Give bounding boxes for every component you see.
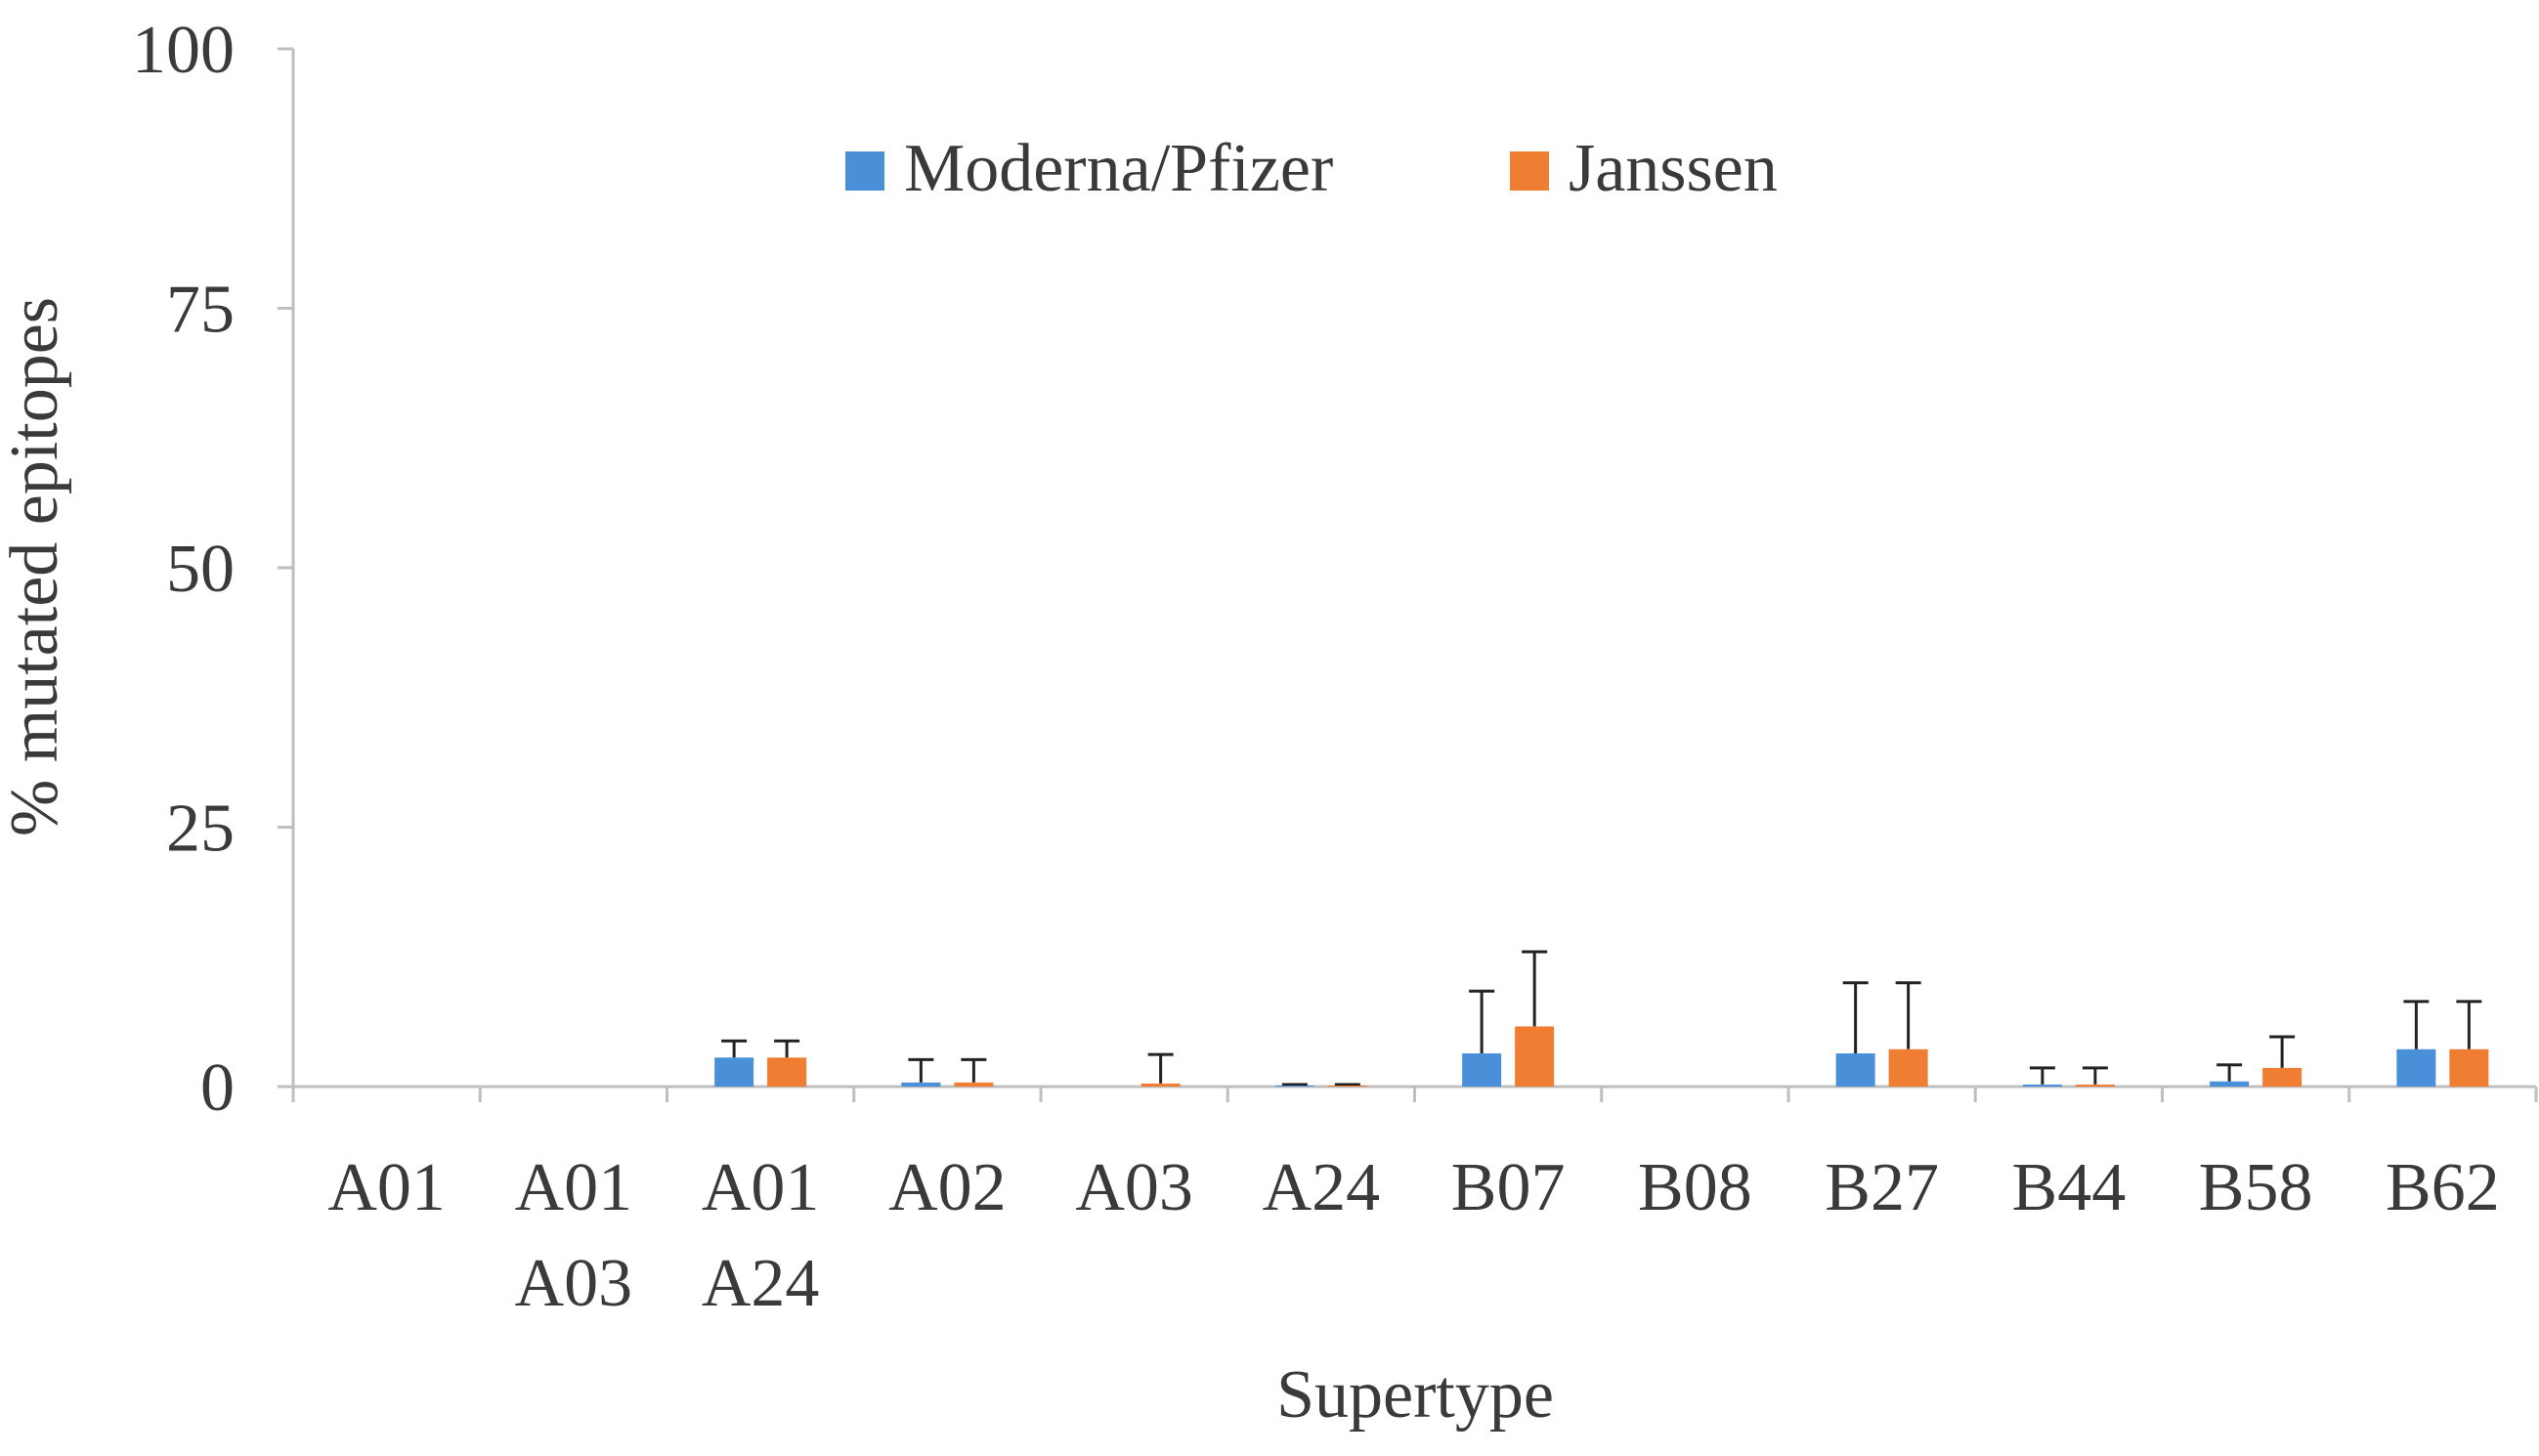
bar: [1327, 1085, 1367, 1087]
y-tick-label: 50: [166, 532, 235, 607]
legend: Moderna/Pfizer Janssen: [845, 131, 1778, 206]
y-tick-label: 0: [200, 1050, 235, 1126]
x-tick-label: A03: [515, 1246, 633, 1321]
x-tick-label: B62: [2386, 1150, 2500, 1225]
bar: [1274, 1085, 1314, 1087]
x-tick-label: A24: [1263, 1150, 1381, 1225]
bar: [1462, 1053, 1502, 1087]
x-tick-labels: A01 A01 A03 A01 A24 A02 A03 A24 B07 B08 B27 B44 B58 B…: [327, 1150, 2499, 1321]
bar: [2262, 1067, 2302, 1087]
x-axis-title: Supertype: [1276, 1357, 1554, 1433]
x-tick-label: B58: [2199, 1150, 2313, 1225]
bar: [1888, 1049, 1928, 1087]
y-axis-title: % mutated epitopes: [0, 297, 72, 836]
x-tick-label: B27: [1825, 1150, 1939, 1225]
x-tick-label: B07: [1451, 1150, 1566, 1225]
legend-label-janssen: Janssen: [1569, 131, 1778, 206]
x-tick-label: A02: [888, 1150, 1007, 1225]
bar: [767, 1057, 807, 1087]
error-bars: [721, 950, 2482, 1087]
bar: [2396, 1049, 2436, 1087]
y-tick-label: 100: [132, 13, 235, 88]
bar: [2210, 1081, 2250, 1087]
bar: [1515, 1026, 1555, 1087]
x-tick-label: B44: [2012, 1150, 2127, 1225]
x-tick-label: A03: [1075, 1150, 1193, 1225]
bars: [714, 1026, 2489, 1087]
x-tick-label: A24: [702, 1246, 820, 1321]
legend-label-moderna-pfizer: Moderna/Pfizer: [904, 131, 1333, 206]
bar: [2022, 1084, 2062, 1087]
x-tick-label: B08: [1638, 1150, 1752, 1225]
bar: [1835, 1053, 1875, 1087]
bar: [2449, 1049, 2489, 1087]
legend-swatch-moderna-pfizer: [845, 151, 884, 191]
bar: [901, 1082, 941, 1087]
y-ticks: 0 25 50 75 100: [132, 13, 2538, 1126]
y-tick-label: 25: [166, 792, 235, 867]
bar: [1140, 1083, 1181, 1087]
bar: [2075, 1084, 2115, 1087]
x-tick-label: A01: [515, 1150, 633, 1225]
x-tick-label: A01: [327, 1150, 446, 1225]
bar: [954, 1082, 994, 1087]
x-tick-label: A01: [702, 1150, 820, 1225]
legend-swatch-janssen: [1510, 151, 1549, 191]
bar: [714, 1057, 754, 1087]
y-tick-label: 75: [166, 273, 235, 348]
